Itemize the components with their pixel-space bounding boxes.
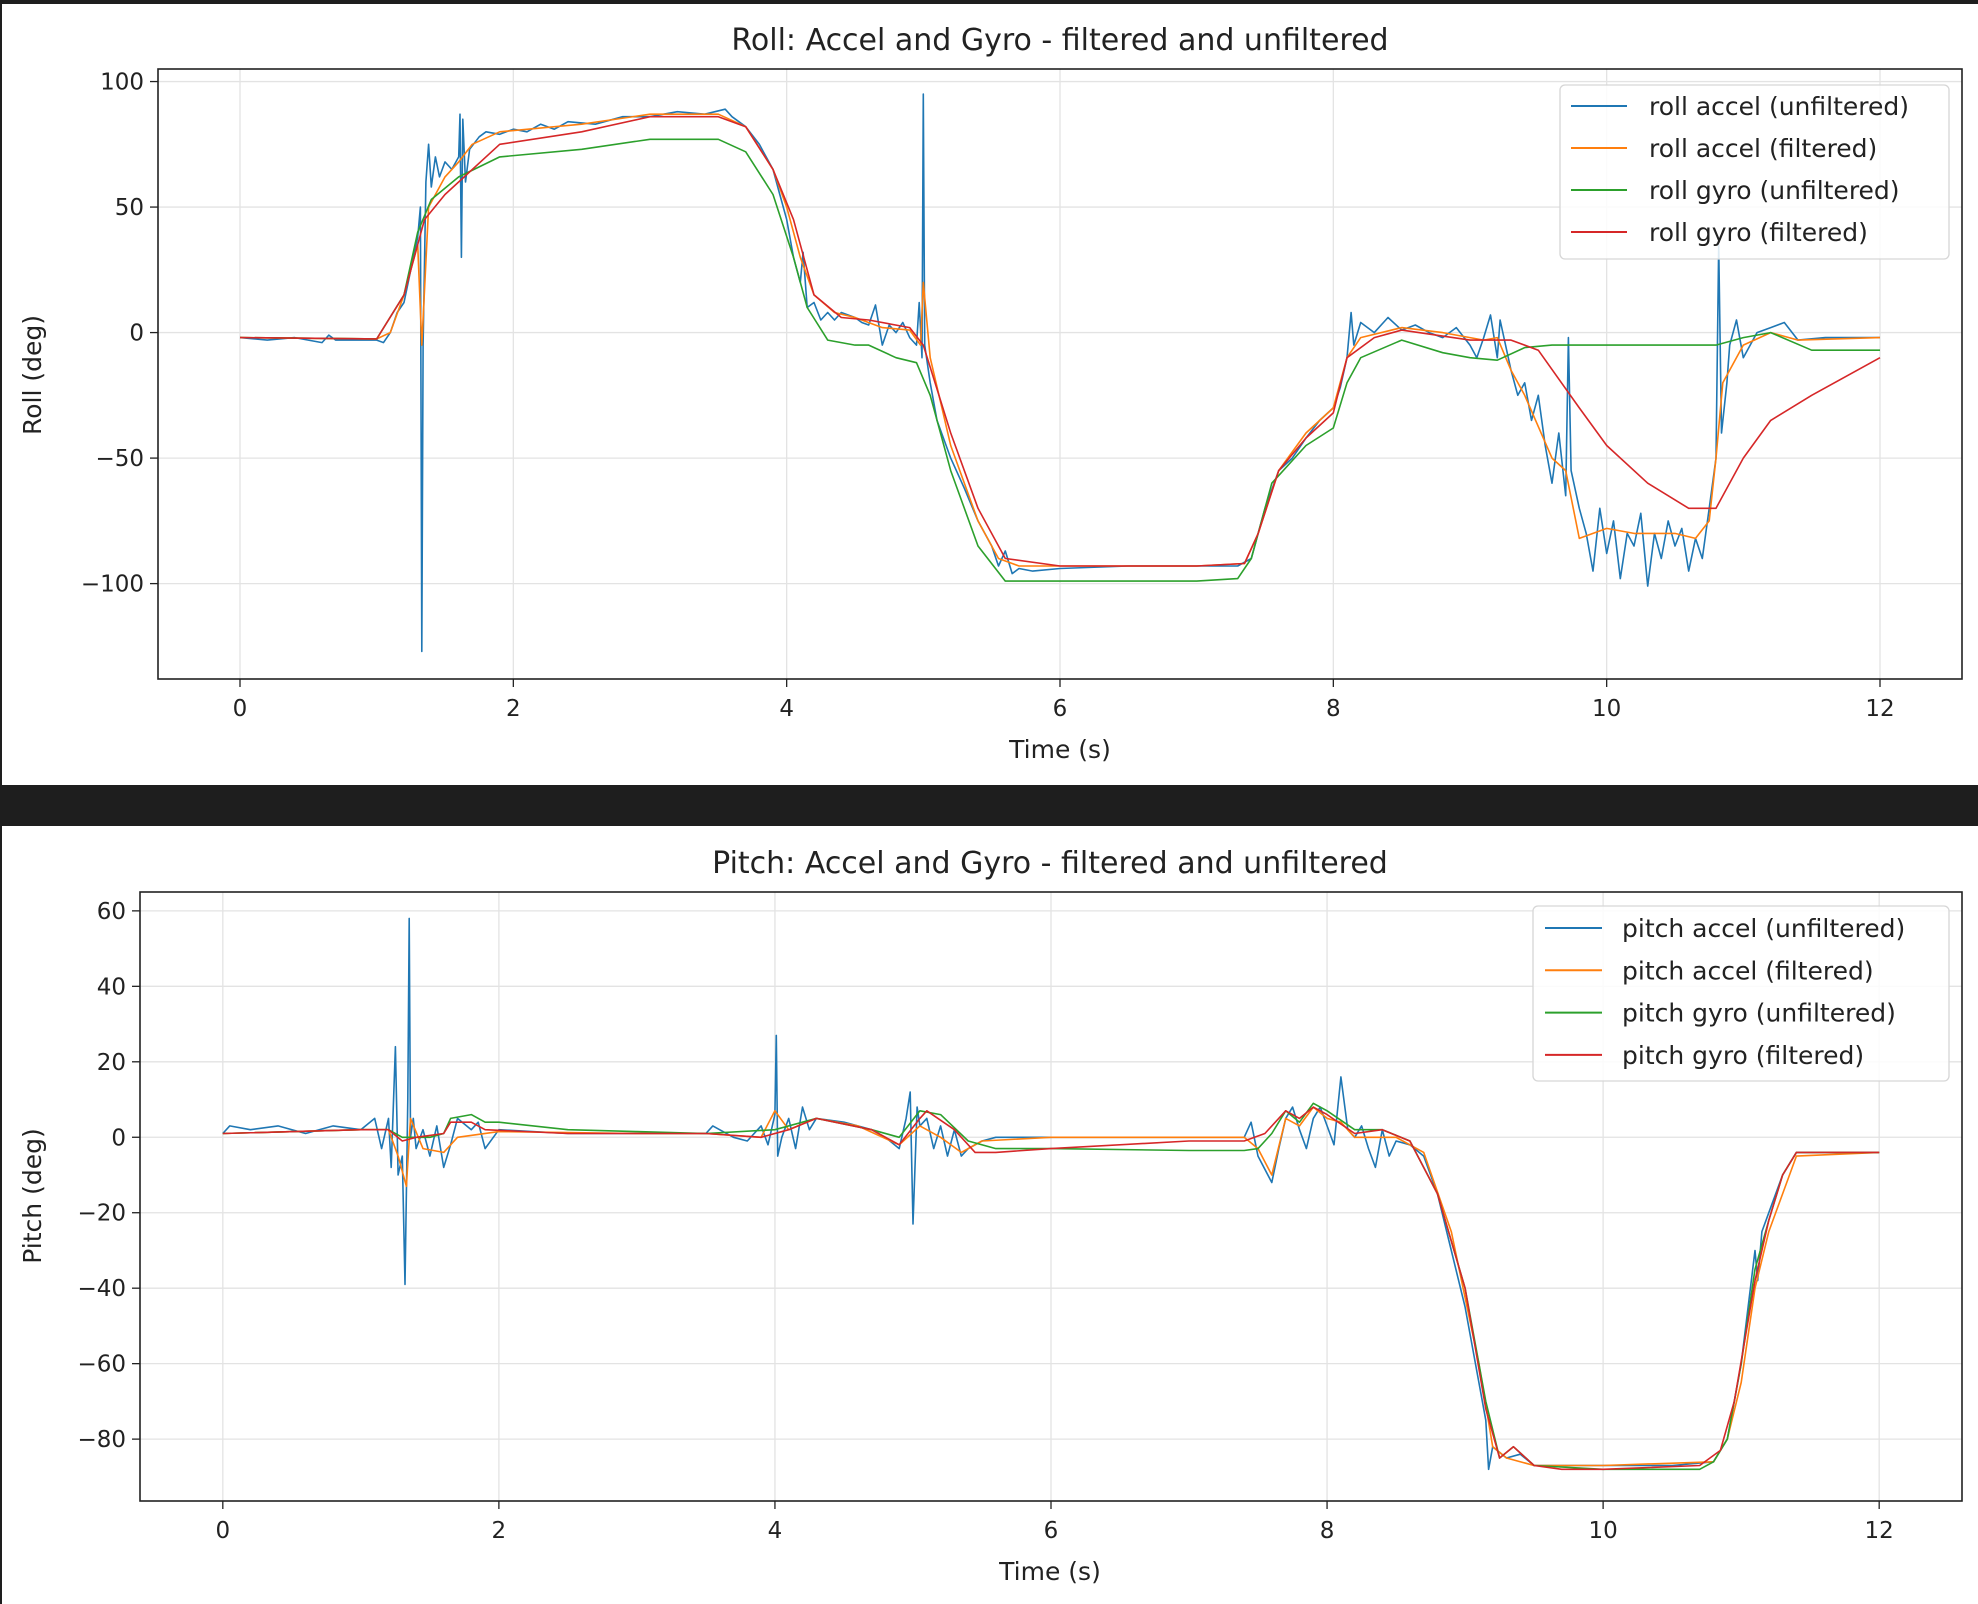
roll-legend-label: roll accel (filtered)	[1649, 134, 1877, 163]
pitch-x-tick-label: 12	[1865, 1518, 1894, 1544]
roll-x-tick-label: 6	[1053, 696, 1068, 722]
roll-x-tick-label: 2	[506, 696, 521, 722]
roll-series-line-roll-gyro-unfiltered	[239, 138, 1880, 582]
pitch-chart: Pitch: Accel and Gyro - filtered and unf…	[18, 846, 1963, 1586]
pitch-x-tick-label: 10	[1588, 1518, 1617, 1544]
roll-x-tick-label: 8	[1326, 696, 1341, 722]
roll-legend-label: roll gyro (unfiltered)	[1649, 176, 1900, 205]
pitch-axes-frame	[139, 891, 1963, 1502]
pitch-legend-label: pitch accel (filtered)	[1622, 956, 1874, 985]
pitch-x-tick-label: 2	[492, 1518, 507, 1544]
roll-series-group	[239, 93, 1881, 653]
roll-x-axis-label: Time (s)	[1008, 735, 1111, 764]
pitch-x-tick-label: 0	[215, 1518, 230, 1544]
roll-y-tick-label: 100	[100, 70, 144, 96]
pitch-y-tick-label: 60	[97, 899, 126, 925]
roll-y-tick-label: 50	[115, 195, 144, 221]
pitch-y-tick-label: −60	[77, 1352, 126, 1378]
roll-series-line-roll-gyro-filtered	[239, 115, 1881, 567]
pitch-series-line-pitch-gyro-unfiltered	[222, 1102, 1880, 1471]
pitch-series-group	[222, 917, 1880, 1471]
pitch-legend-label: pitch gyro (unfiltered)	[1622, 999, 1896, 1028]
pitch-chart-title: Pitch: Accel and Gyro - filtered and unf…	[712, 846, 1388, 881]
pitch-legend: pitch accel (unfiltered) pitch accel (fil…	[1532, 905, 1950, 1082]
pitch-x-tick-label: 4	[768, 1518, 783, 1544]
roll-legend-label: roll gyro (filtered)	[1649, 218, 1868, 247]
roll-axes-frame	[157, 68, 1963, 680]
pitch-legend-label: pitch gyro (filtered)	[1622, 1041, 1864, 1070]
pitch-y-tick-label: 20	[97, 1050, 126, 1076]
pitch-y-tick-label: −80	[77, 1427, 126, 1453]
pitch-y-tick-label: −40	[77, 1276, 126, 1302]
roll-x-tick-label: 0	[233, 696, 248, 722]
pitch-legend-label: pitch accel (unfiltered)	[1622, 914, 1905, 943]
roll-legend: roll accel (unfiltered) roll accel (filte…	[1559, 84, 1950, 260]
roll-y-axis-label: Roll (deg)	[18, 315, 47, 435]
roll-chart-title: Roll: Accel and Gyro - filtered and unfi…	[731, 23, 1388, 58]
roll-legend-label: roll accel (unfiltered)	[1649, 92, 1909, 121]
pitch-series-line-pitch-accel-filtered	[222, 1106, 1880, 1467]
roll-x-tick-label: 12	[1865, 696, 1894, 722]
pitch-y-tick-label: 40	[97, 974, 126, 1000]
roll-chart: Roll: Accel and Gyro - filtered and unfi…	[18, 23, 1963, 764]
roll-x-tick-label: 10	[1592, 696, 1621, 722]
pitch-y-tick-label: 0	[111, 1125, 126, 1151]
pitch-x-tick-label: 6	[1044, 1518, 1059, 1544]
pitch-y-tick-label: −20	[77, 1201, 126, 1227]
roll-x-tick-label: 4	[779, 696, 794, 722]
pitch-x-axis-label: Time (s)	[998, 1557, 1101, 1586]
pitch-y-axis-label: Pitch (deg)	[18, 1128, 47, 1263]
roll-legend-box	[1559, 84, 1950, 260]
roll-y-tick-label: −100	[81, 572, 144, 598]
pitch-series-line-pitch-gyro-filtered	[222, 1106, 1880, 1471]
pitch-x-tick-label: 8	[1320, 1518, 1335, 1544]
roll-series-line-roll-accel-filtered	[239, 113, 1881, 567]
roll-y-tick-label: −50	[95, 446, 144, 472]
pitch-legend-box	[1532, 905, 1950, 1082]
roll-series-line-roll-accel-unfiltered	[239, 93, 1880, 653]
roll-y-tick-label: 0	[129, 321, 144, 347]
